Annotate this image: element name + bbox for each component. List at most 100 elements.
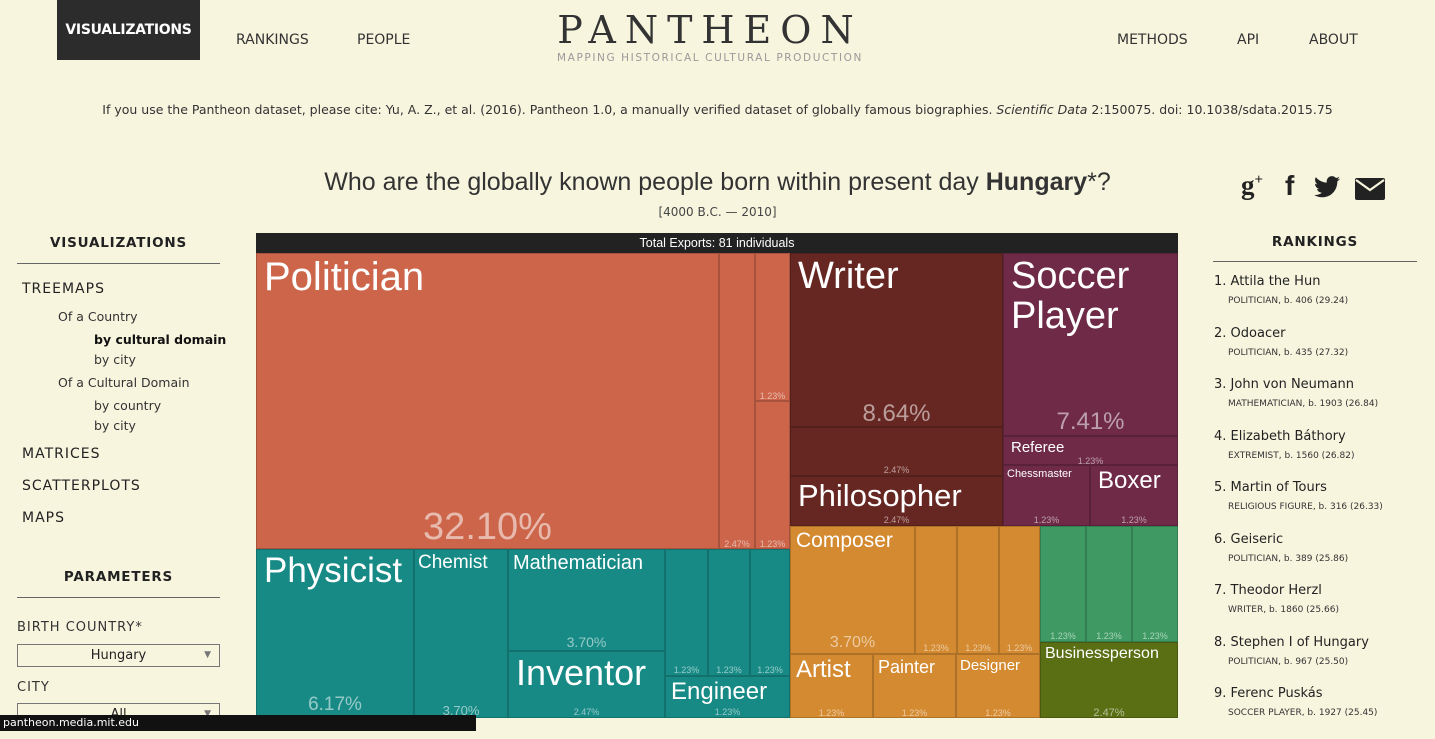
cell-composer[interactable]: Composer 3.70% bbox=[790, 526, 915, 654]
title-country: Hungary bbox=[985, 168, 1088, 196]
ranking-item[interactable]: 7. Theodor Herzl WRITER, b. 1860 (25.66) bbox=[1214, 583, 1339, 615]
cell-businessperson[interactable]: Businessperson 2.47% bbox=[1040, 642, 1178, 718]
facebook-icon[interactable]: f bbox=[1285, 170, 1295, 201]
ranking-meta: SOCCER PLAYER, b. 1927 (25.45) bbox=[1228, 708, 1378, 718]
ranking-meta: POLITICIAN, b. 435 (27.32) bbox=[1228, 348, 1349, 358]
ranking-item[interactable]: 3. John von Neumann MATHEMATICIAN, b. 190… bbox=[1214, 377, 1378, 409]
parameters-divider bbox=[17, 597, 220, 598]
cell-sport-small[interactable]: 1.23% bbox=[1086, 526, 1132, 642]
cell-arts-small[interactable]: 1.23% bbox=[999, 526, 1040, 654]
title-prefix: Who are the globally known people born w… bbox=[324, 168, 986, 196]
cell-writer[interactable]: Writer 8.64% bbox=[790, 253, 1003, 427]
cell-percent: 7.41% bbox=[1056, 408, 1125, 435]
ranking-item[interactable]: 8. Stephen I of Hungary POLITICIAN, b. 96… bbox=[1214, 635, 1369, 667]
cell-chemist[interactable]: Chemist 3.70% bbox=[414, 549, 508, 718]
cell-science-small[interactable]: 1.23% bbox=[708, 549, 750, 676]
birth-country-select[interactable]: Hungary ▼ bbox=[17, 644, 220, 667]
cell-percent: 2.47% bbox=[724, 539, 750, 549]
ranking-item[interactable]: 9. Ferenc Puskás SOCCER PLAYER, b. 1927 (… bbox=[1214, 686, 1377, 718]
ranking-name[interactable]: 8. Stephen I of Hungary bbox=[1214, 635, 1369, 650]
cell-percent: 2.47% bbox=[883, 465, 910, 475]
cell-percent: 1.23% bbox=[965, 643, 991, 653]
cell-boxer[interactable]: Boxer 1.23% bbox=[1090, 465, 1178, 526]
cell-designer[interactable]: Designer 1.23% bbox=[956, 654, 1040, 718]
cell-philosopher[interactable]: Philosopher 2.47% bbox=[790, 476, 1003, 526]
cell-politician-small[interactable]: 2.47% bbox=[719, 253, 755, 549]
ranking-name[interactable]: 4. Elizabeth Báthory bbox=[1214, 429, 1346, 444]
ranking-meta: RELIGIOUS FIGURE, b. 316 (26.33) bbox=[1228, 502, 1383, 512]
nav-visualizations[interactable]: VISUALIZATIONS bbox=[57, 0, 200, 60]
ranking-item[interactable]: 5. Martin of Tours RELIGIOUS FIGURE, b. 3… bbox=[1214, 480, 1383, 512]
sidebar-item-by-city-domain[interactable]: by city bbox=[94, 418, 136, 433]
ranking-item[interactable]: 2. Odoacer POLITICIAN, b. 435 (27.32) bbox=[1214, 326, 1348, 358]
sidebar-item-matrices[interactable]: MATRICES bbox=[22, 446, 101, 462]
sidebar-item-maps[interactable]: MAPS bbox=[22, 510, 65, 526]
ranking-item[interactable]: 1. Attila the Hun POLITICIAN, b. 406 (29.… bbox=[1214, 274, 1348, 306]
nav-methods[interactable]: METHODS bbox=[1117, 32, 1188, 48]
cell-label: Engineer bbox=[671, 678, 768, 705]
ranking-name[interactable]: 2. Odoacer bbox=[1214, 326, 1286, 341]
ranking-name[interactable]: 9. Ferenc Puskás bbox=[1214, 686, 1323, 701]
cell-mathematician[interactable]: Mathematician 3.70% bbox=[508, 549, 665, 651]
cell-percent: 1.23% bbox=[759, 539, 786, 549]
cell-chessmaster[interactable]: Chessmaster 1.23% bbox=[1003, 465, 1090, 526]
cell-arts-small[interactable]: 1.23% bbox=[957, 526, 999, 654]
cell-percent: 1.23% bbox=[673, 665, 700, 675]
cell-soccer-player[interactable]: Soccer Player 7.41% bbox=[1003, 253, 1178, 436]
sidebar-item-of-cultural-domain[interactable]: Of a Cultural Domain bbox=[58, 375, 190, 390]
sidebar-item-of-country[interactable]: Of a Country bbox=[58, 309, 138, 324]
nav-rankings[interactable]: RANKINGS bbox=[236, 32, 309, 48]
cell-label: Philosopher bbox=[798, 478, 962, 513]
cell-label: Businessperson bbox=[1045, 645, 1159, 662]
cell-physicist[interactable]: Physicist 6.17% bbox=[256, 549, 414, 718]
cell-science-small[interactable]: 1.23% bbox=[665, 549, 708, 676]
cell-painter[interactable]: Painter 1.23% bbox=[873, 654, 956, 718]
ranking-name[interactable]: 6. Geiseric bbox=[1214, 532, 1284, 547]
ranking-name[interactable]: 7. Theodor Herzl bbox=[1214, 583, 1322, 598]
citation-after: 2:150075. doi: 10.1038/sdata.2015.75 bbox=[1087, 102, 1333, 117]
site-logo[interactable]: PANTHEON bbox=[557, 8, 863, 52]
cell-engineer[interactable]: Engineer 1.23% bbox=[665, 676, 790, 718]
cell-science-small[interactable]: 1.23% bbox=[750, 549, 790, 676]
sidebar-item-by-country[interactable]: by country bbox=[94, 398, 162, 413]
cell-politician[interactable]: Politician 32.10% bbox=[256, 253, 719, 549]
sidebar-item-by-city[interactable]: by city bbox=[94, 352, 136, 367]
cell-percent: 1.23% bbox=[1077, 456, 1104, 465]
cell-percent: 1.23% bbox=[923, 643, 949, 653]
cell-percent: 3.70% bbox=[829, 634, 876, 651]
nav-api[interactable]: API bbox=[1237, 32, 1260, 48]
cell-artist[interactable]: Artist 1.23% bbox=[790, 654, 873, 718]
cell-politician-small[interactable]: 1.23% bbox=[755, 401, 790, 549]
cell-percent: 1.23% bbox=[716, 665, 742, 675]
ranking-name[interactable]: 3. John von Neumann bbox=[1214, 377, 1355, 392]
ranking-item[interactable]: 4. Elizabeth Báthory EXTREMIST, b. 1560 (… bbox=[1214, 429, 1354, 461]
cell-referee[interactable]: Referee 1.23% bbox=[1003, 436, 1178, 465]
chevron-down-icon: ▼ bbox=[204, 650, 211, 660]
twitter-icon[interactable] bbox=[1314, 172, 1340, 205]
cell-percent: 1.23% bbox=[985, 708, 1011, 718]
cell-arts-small[interactable]: 1.23% bbox=[915, 526, 957, 654]
ranking-item[interactable]: 6. Geiseric POLITICIAN, b. 389 (25.86) bbox=[1214, 532, 1348, 564]
cell-inventor[interactable]: Inventor 2.47% bbox=[508, 651, 665, 718]
nav-people[interactable]: PEOPLE bbox=[357, 32, 411, 48]
cell-percent: 1.23% bbox=[1050, 631, 1076, 641]
sidebar-item-scatterplots[interactable]: SCATTERPLOTS bbox=[22, 478, 141, 494]
cell-percent: 1.23% bbox=[1096, 631, 1122, 641]
cell-sport-small[interactable]: 1.23% bbox=[1132, 526, 1178, 642]
email-icon[interactable] bbox=[1355, 174, 1385, 207]
cell-sport-small[interactable]: 1.23% bbox=[1040, 526, 1086, 642]
cell-percent: 1.23% bbox=[757, 665, 783, 675]
ranking-name[interactable]: 5. Martin of Tours bbox=[1214, 480, 1327, 495]
cell-percent: 1.23% bbox=[1033, 515, 1060, 525]
ranking-name[interactable]: 1. Attila the Hun bbox=[1214, 274, 1321, 289]
nav-about[interactable]: ABOUT bbox=[1309, 32, 1358, 48]
cell-writer-small[interactable]: 2.47% bbox=[790, 427, 1003, 476]
sidebar-item-by-cultural-domain[interactable]: by cultural domain bbox=[94, 332, 227, 347]
cell-label: Designer bbox=[960, 657, 1021, 674]
cell-label: Referee bbox=[1011, 439, 1065, 456]
google-plus-icon[interactable]: g+ bbox=[1241, 170, 1264, 200]
ranking-meta: POLITICIAN, b. 967 (25.50) bbox=[1228, 657, 1349, 667]
cell-percent: 1.23% bbox=[1121, 515, 1147, 525]
sidebar-item-treemaps[interactable]: TREEMAPS bbox=[22, 281, 105, 297]
cell-politician-small[interactable]: 1.23% bbox=[755, 253, 790, 401]
